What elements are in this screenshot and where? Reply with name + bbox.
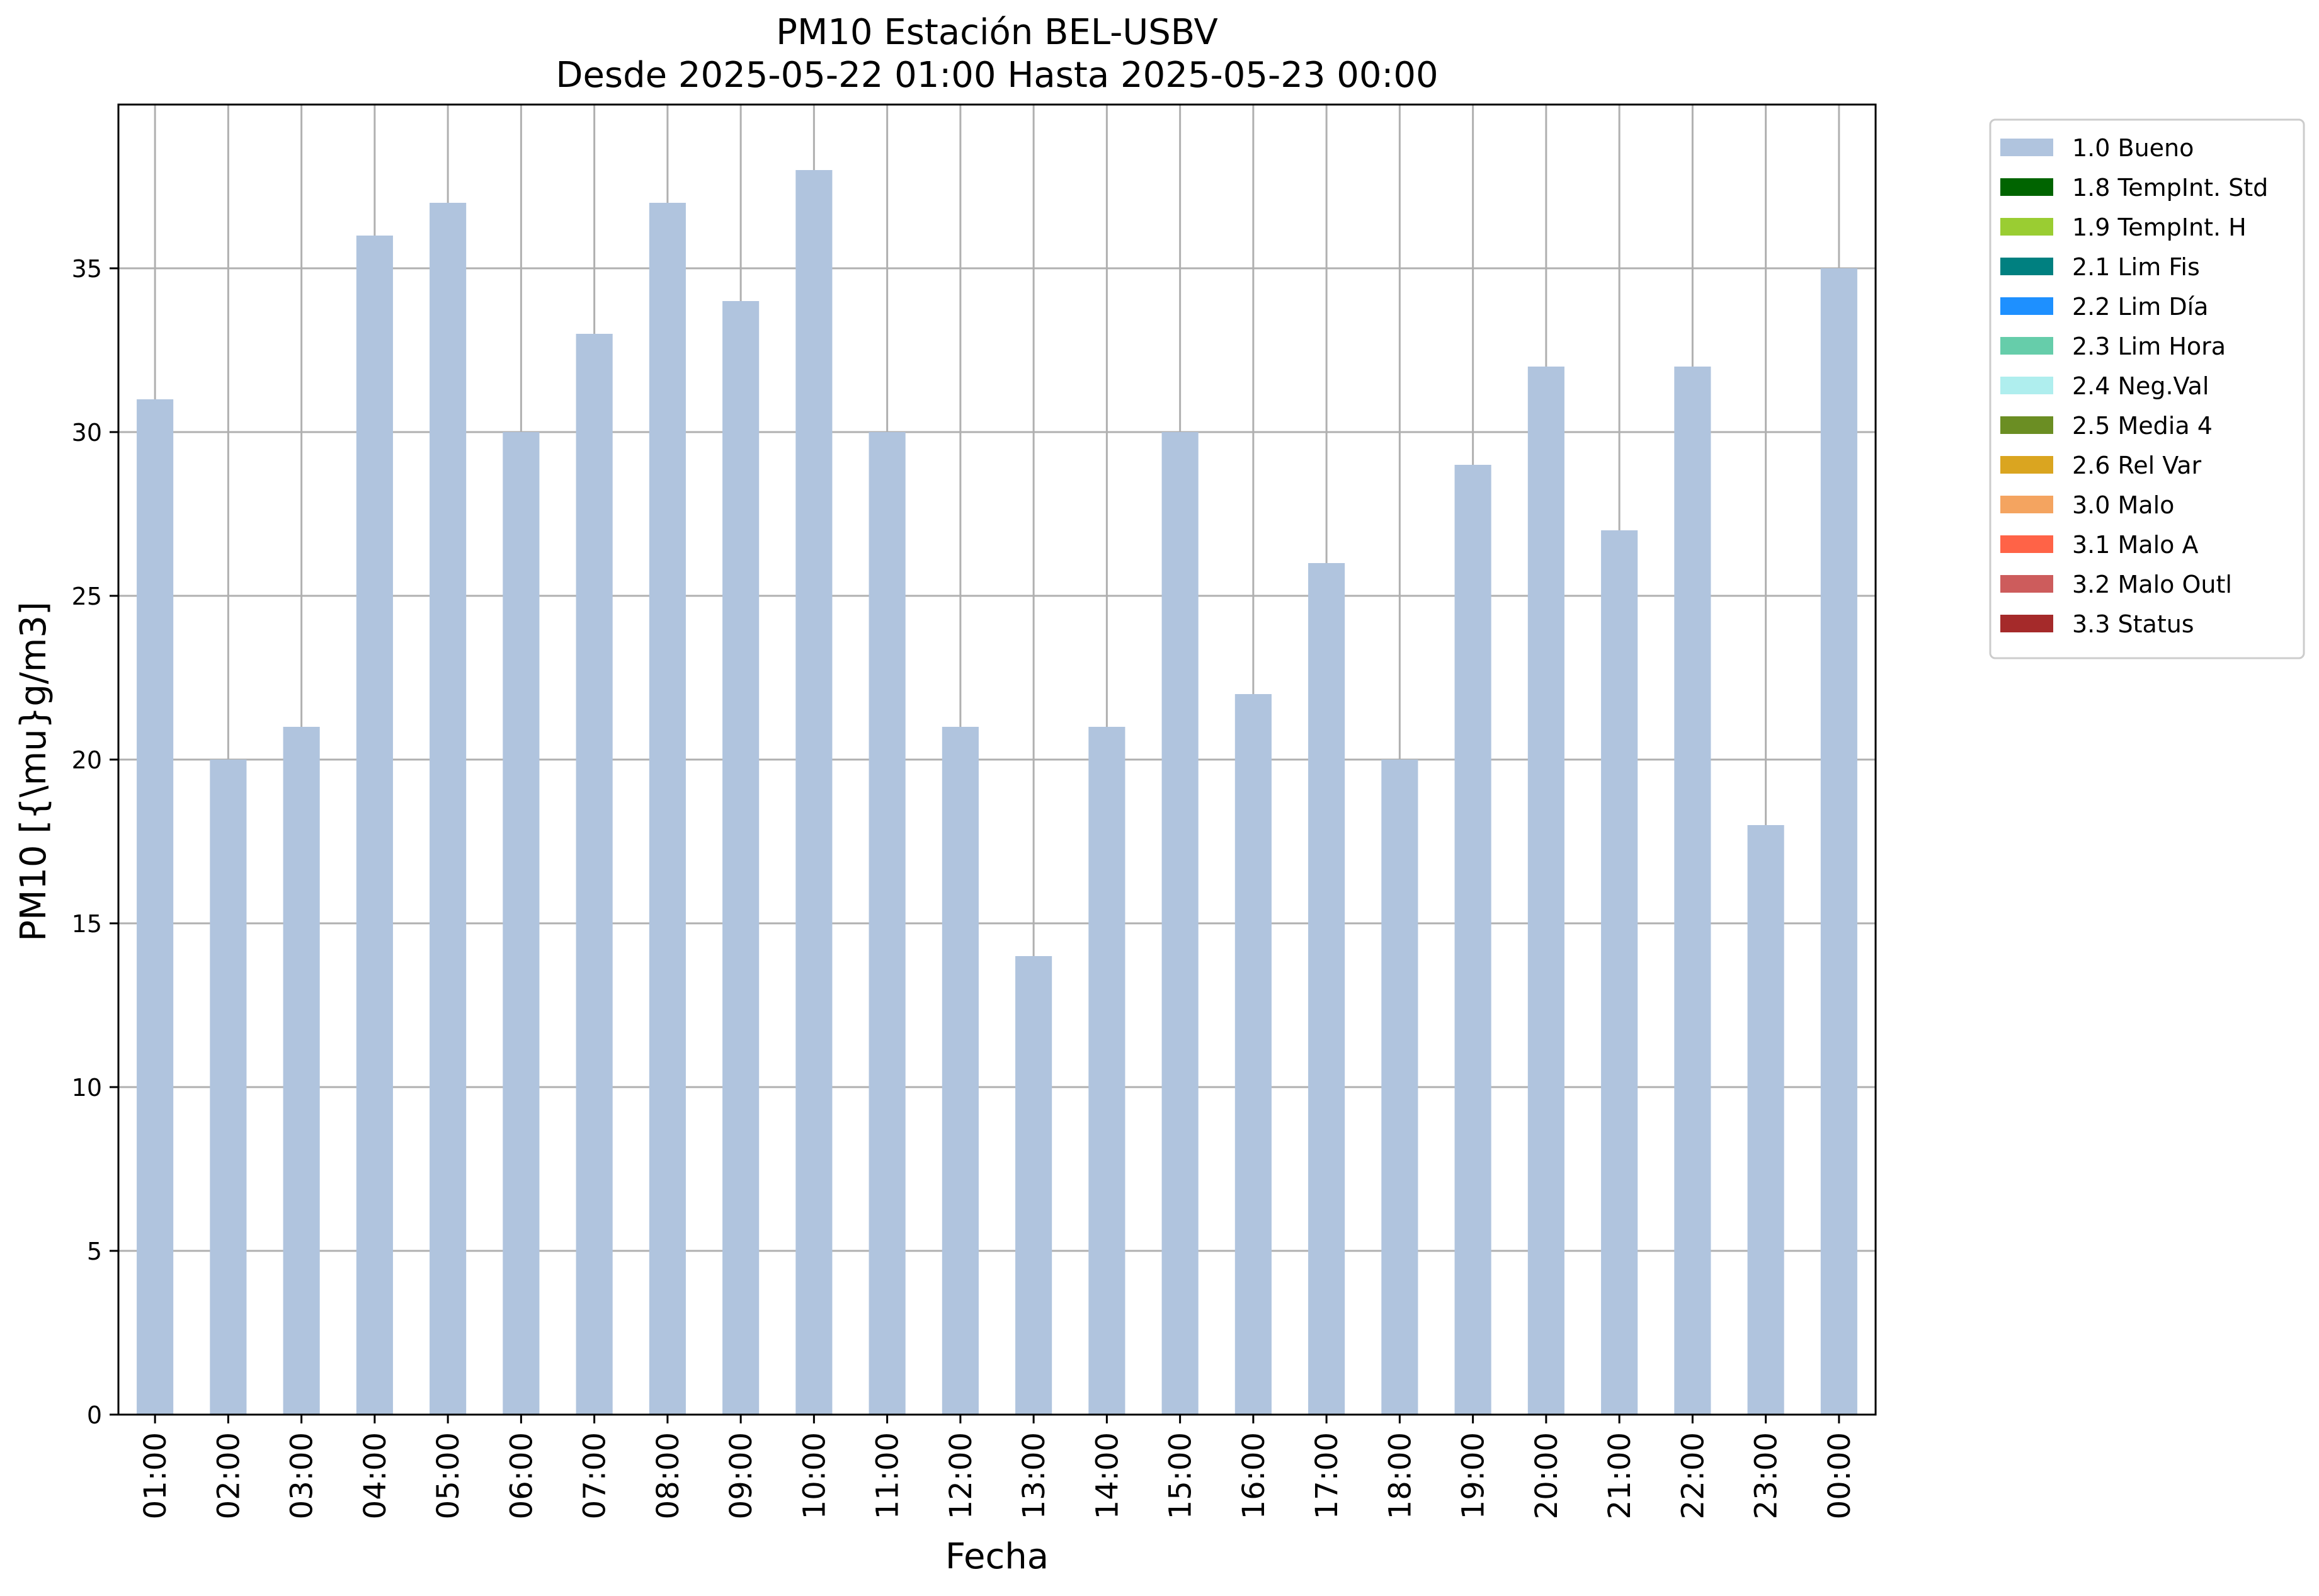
x-tick-label: 22:00 bbox=[1675, 1432, 1711, 1519]
bar-0300 bbox=[283, 727, 320, 1415]
x-tick-label: 13:00 bbox=[1017, 1432, 1052, 1519]
bars bbox=[137, 170, 1857, 1415]
legend-swatch bbox=[2000, 615, 2053, 632]
x-tick-label: 04:00 bbox=[358, 1432, 393, 1519]
legend-swatch bbox=[2000, 178, 2053, 196]
legend-swatch bbox=[2000, 575, 2053, 593]
bar-2000 bbox=[1527, 367, 1564, 1415]
x-tick-label: 17:00 bbox=[1309, 1432, 1345, 1519]
bar-0000 bbox=[1820, 268, 1857, 1415]
chart-subtitle: Desde 2025-05-22 01:00 Hasta 2025-05-23 … bbox=[556, 55, 1438, 96]
legend-label: 2.3 Lim Hora bbox=[2072, 333, 2226, 360]
x-tick-label: 23:00 bbox=[1749, 1432, 1784, 1519]
bar-0100 bbox=[137, 399, 174, 1415]
legend-label: 2.1 Lim Fis bbox=[2072, 253, 2200, 281]
x-tick-label: 09:00 bbox=[724, 1432, 759, 1519]
x-tick-label: 11:00 bbox=[870, 1432, 906, 1519]
legend-swatch bbox=[2000, 535, 2053, 553]
x-tick-label: 16:00 bbox=[1236, 1432, 1272, 1519]
x-tick-label: 02:00 bbox=[211, 1432, 246, 1519]
x-tick-label: 05:00 bbox=[431, 1432, 466, 1519]
legend-swatch bbox=[2000, 416, 2053, 434]
bar-1100 bbox=[869, 432, 906, 1415]
bar-1400 bbox=[1088, 727, 1125, 1415]
x-tick-label: 20:00 bbox=[1529, 1432, 1564, 1519]
x-axis-label: Fecha bbox=[945, 1536, 1049, 1577]
y-tick-label: 15 bbox=[72, 910, 102, 938]
x-tick-label: 06:00 bbox=[504, 1432, 539, 1519]
bar-0900 bbox=[722, 301, 760, 1415]
legend-box bbox=[1989, 118, 2305, 659]
legend-label: 2.5 Media 4 bbox=[2072, 412, 2213, 440]
legend-swatch bbox=[2000, 377, 2053, 394]
bar-1300 bbox=[1015, 956, 1052, 1415]
legend-swatch bbox=[2000, 139, 2053, 156]
legend-label: 3.3 Status bbox=[2072, 610, 2194, 638]
legend-label: 1.8 TempInt. Std bbox=[2072, 174, 2268, 202]
y-axis-label: PM10 [{\mu}g/m3] bbox=[13, 601, 54, 942]
x-tick-label: 00:00 bbox=[1822, 1432, 1857, 1519]
bar-1700 bbox=[1308, 563, 1345, 1415]
legend: 1.0 Bueno 1.8 TempInt. Std 1.9 TempInt. H 2… bbox=[1989, 118, 2305, 659]
y-tick-label: 30 bbox=[72, 419, 102, 447]
legend-label: 1.9 TempInt. H bbox=[2072, 214, 2247, 241]
bar-0200 bbox=[210, 760, 247, 1415]
y-tick-label: 35 bbox=[72, 255, 102, 283]
bar-0400 bbox=[356, 236, 393, 1415]
x-tick-label: 18:00 bbox=[1382, 1432, 1418, 1519]
bar-1600 bbox=[1234, 694, 1272, 1415]
bar-1800 bbox=[1381, 760, 1418, 1415]
legend-swatch bbox=[2000, 456, 2053, 474]
x-tick-label: 15:00 bbox=[1163, 1432, 1199, 1519]
bar-1000 bbox=[795, 170, 833, 1415]
x-tick-label: 14:00 bbox=[1090, 1432, 1125, 1519]
bar-1900 bbox=[1454, 465, 1491, 1415]
legend-label: 2.4 Neg.Val bbox=[2072, 372, 2209, 400]
bar-1500 bbox=[1161, 432, 1199, 1415]
legend-label: 3.2 Malo Outl bbox=[2072, 571, 2232, 598]
chart-title: PM10 Estación BEL-USBV bbox=[776, 12, 1218, 53]
y-tick-label: 5 bbox=[87, 1238, 102, 1265]
x-tick-label: 21:00 bbox=[1602, 1432, 1638, 1519]
y-tick-label: 20 bbox=[72, 746, 102, 774]
bar-0500 bbox=[430, 203, 467, 1415]
x-tick-label: 03:00 bbox=[285, 1432, 320, 1519]
x-tick-label: 12:00 bbox=[943, 1432, 979, 1519]
bar-2200 bbox=[1674, 367, 1711, 1415]
legend-swatch bbox=[2000, 496, 2053, 513]
y-tick-label: 0 bbox=[87, 1401, 102, 1429]
legend-swatch bbox=[2000, 258, 2053, 275]
legend-swatch bbox=[2000, 337, 2053, 355]
bar-2300 bbox=[1747, 825, 1784, 1415]
axes: 0 5 10 15 20 25 30 35 01:00 02:00 03:00 04:00 05:00 0… bbox=[72, 103, 1877, 1519]
x-tick-label: 08:00 bbox=[651, 1432, 686, 1519]
bar-0600 bbox=[503, 432, 540, 1415]
legend-label: 3.1 Malo A bbox=[2072, 531, 2198, 559]
x-tick-label: 07:00 bbox=[578, 1432, 613, 1519]
bar-0700 bbox=[576, 334, 613, 1415]
legend-label: 1.0 Bueno bbox=[2072, 134, 2194, 162]
y-tick-label: 25 bbox=[72, 583, 102, 610]
bar-2100 bbox=[1601, 530, 1638, 1415]
legend-label: 3.0 Malo bbox=[2072, 491, 2174, 519]
bar-0800 bbox=[649, 203, 686, 1415]
legend-label: 2.2 Lim Día bbox=[2072, 293, 2208, 321]
x-tick-label: 01:00 bbox=[138, 1432, 173, 1519]
legend-swatch bbox=[2000, 218, 2053, 236]
x-tick-label: 10:00 bbox=[797, 1432, 832, 1519]
y-tick-label: 10 bbox=[72, 1074, 102, 1102]
bar-1200 bbox=[942, 727, 979, 1415]
legend-swatch bbox=[2000, 297, 2053, 315]
x-tick-label: 19:00 bbox=[1456, 1432, 1491, 1519]
legend-label: 2.6 Rel Var bbox=[2072, 452, 2202, 479]
